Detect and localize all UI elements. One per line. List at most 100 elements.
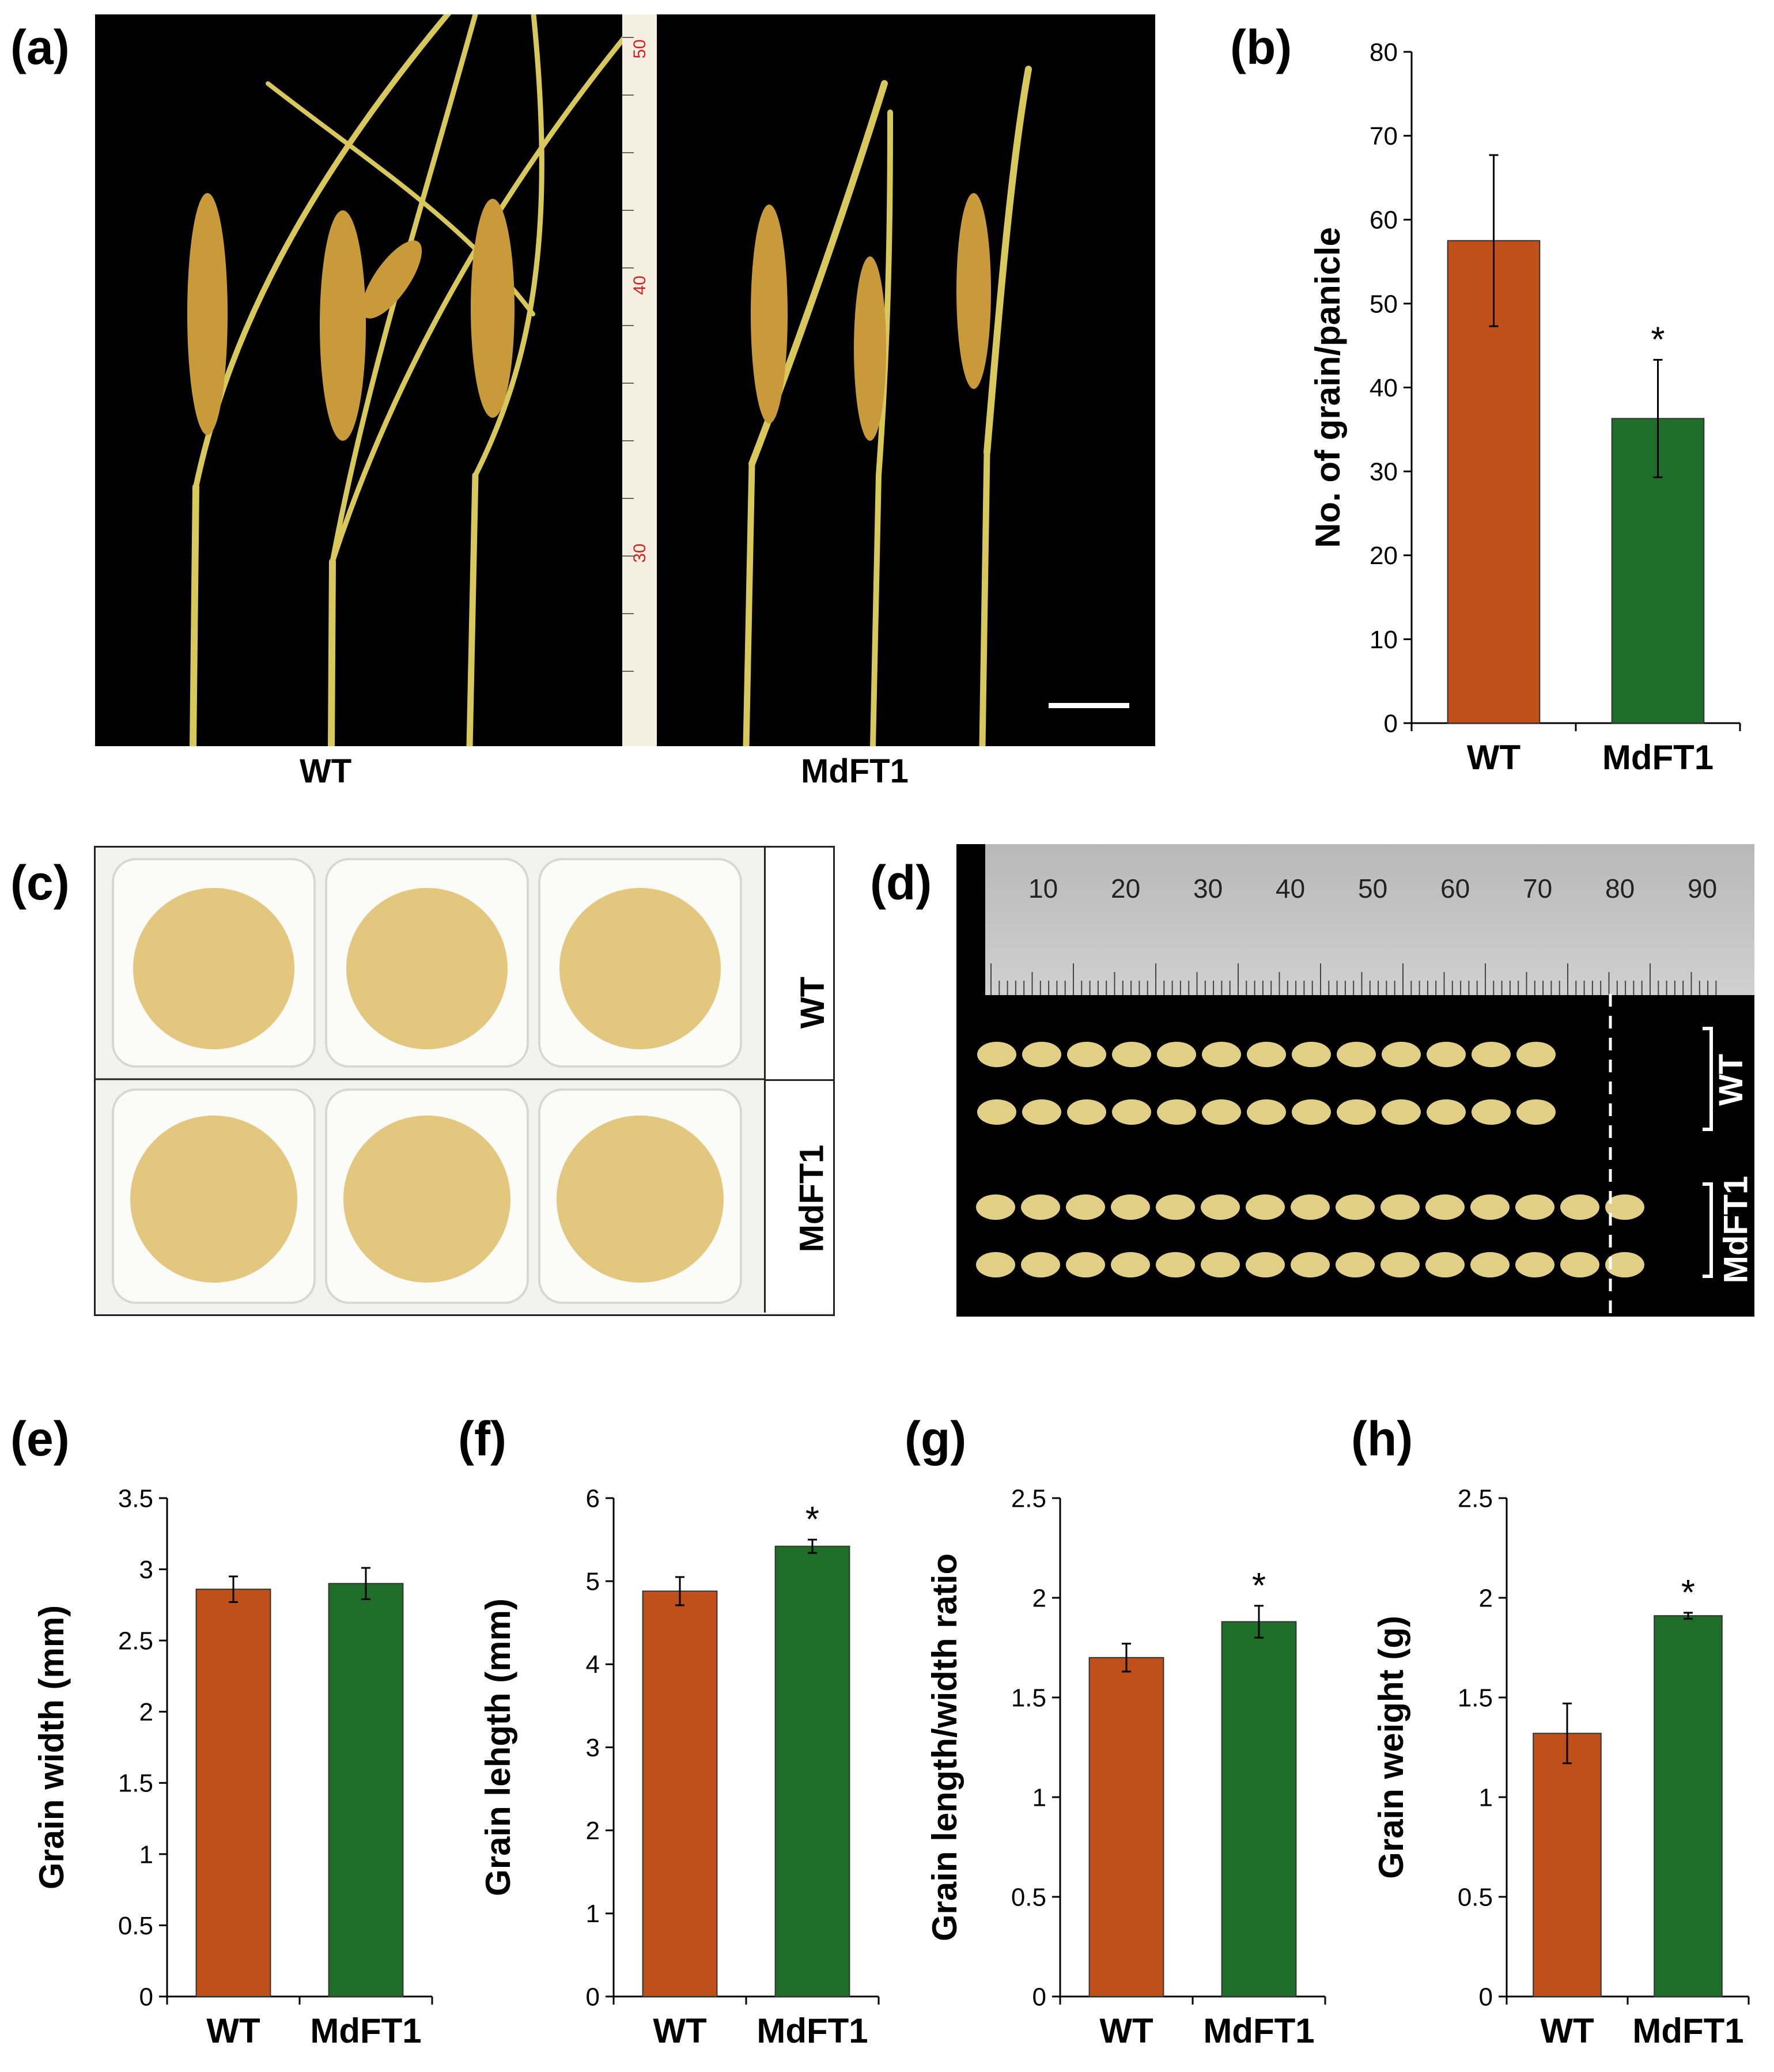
ruler-mark-40: 40 [630, 275, 649, 294]
grain [977, 1099, 1016, 1125]
y-axis-label: No. of grain/panicle [1308, 227, 1347, 548]
ruler-number: 70 [1523, 874, 1553, 903]
grain [1560, 1252, 1599, 1277]
bar-mdft1 [328, 1583, 404, 1998]
grain-dish-photo: WT MdFT1 [94, 846, 835, 1316]
grain [1515, 1252, 1554, 1277]
grain [1472, 1099, 1511, 1125]
grain [1425, 1194, 1465, 1220]
ruler-number: 60 [1440, 874, 1470, 903]
bar-wt [1088, 1657, 1164, 1997]
x-tick-label: WT [1099, 2011, 1153, 2050]
grain [1516, 1099, 1556, 1125]
y-tick-label: 0 [586, 1983, 600, 2011]
y-tick-label: 2 [139, 1698, 153, 1726]
y-axis-label: Grain width (mm) [32, 1605, 71, 1889]
scale-bar [1049, 703, 1129, 708]
grain [1380, 1252, 1420, 1277]
y-tick-label: 0.5 [1011, 1883, 1046, 1911]
y-tick-label: 1 [1479, 1783, 1493, 1812]
y-tick-label: 0 [1032, 1983, 1046, 2011]
grain [1156, 1252, 1195, 1277]
grain [1292, 1099, 1331, 1125]
grain [1247, 1042, 1286, 1067]
group-label-mdft1: MdFT1 [801, 753, 909, 790]
grain [1560, 1194, 1599, 1220]
chart-h: 0 0.5 1 1.5 2 2.5 Grain weight (g) WT * MdFT1 [1372, 1484, 1750, 2050]
panel-label-d: (d) [870, 856, 932, 910]
x-tick-label: MdFT1 [1203, 2011, 1314, 2050]
y-tick-label: 40 [1370, 374, 1398, 402]
y-tick-label: 2.5 [118, 1627, 153, 1655]
y-tick-label: 0 [139, 1983, 153, 2011]
panel-label-h: (h) [1351, 1412, 1413, 1466]
x-tick-label: MdFT1 [1632, 2011, 1743, 2050]
ruler-number: 10 [1028, 874, 1058, 903]
significance-mark: * [1252, 1566, 1266, 1606]
panel-label-a: (a) [10, 20, 70, 74]
panel-label-e: (e) [10, 1412, 70, 1466]
ruler-number: 50 [1358, 874, 1388, 903]
grain [1470, 1252, 1510, 1277]
grain [1156, 1194, 1195, 1220]
grain [1382, 1099, 1421, 1125]
grain [1202, 1042, 1241, 1067]
significance-mark: * [1651, 320, 1665, 360]
y-tick-label: 2.5 [1458, 1484, 1493, 1513]
x-tick-label: WT [1467, 738, 1520, 777]
y-tick-label: 60 [1370, 206, 1398, 235]
y-tick-label: 5 [586, 1568, 600, 1596]
y-tick-label: 70 [1370, 122, 1398, 150]
grain [1112, 1042, 1151, 1067]
grain [1427, 1099, 1466, 1125]
chart-g: 0 0.5 1 1.5 2 2.5 Grain length/width ratio WT * M… [925, 1484, 1326, 2050]
y-tick-label: 2 [1032, 1584, 1046, 1612]
row-label-wt-d: WT [1712, 1053, 1750, 1106]
grain [1202, 1099, 1241, 1125]
panel-label-b: (b) [1230, 20, 1292, 74]
y-tick-label: 2 [586, 1817, 600, 1845]
y-tick-label: 4 [586, 1651, 600, 1679]
grain [1111, 1194, 1150, 1220]
x-tick-label: MdFT1 [1602, 738, 1714, 777]
y-tick-label: 80 [1370, 38, 1398, 66]
row-label-wt: WT [794, 976, 832, 1029]
bar-wt [1533, 1733, 1602, 1997]
y-tick-label: 10 [1370, 626, 1398, 654]
y-tick-label: 0 [1479, 1983, 1493, 2011]
grain [1067, 1099, 1106, 1125]
y-axis-label: Grain length/width ratio [925, 1553, 964, 1941]
grain [1246, 1252, 1285, 1277]
panel-label-g: (g) [905, 1412, 967, 1466]
x-tick-label: WT [206, 2011, 260, 2050]
y-tick-label: 30 [1370, 458, 1398, 486]
panicle-photo: 50 40 30 [95, 14, 1155, 746]
grain [1292, 1042, 1331, 1067]
grain [1022, 1099, 1061, 1125]
bar-wt [642, 1590, 718, 1997]
grain-ruler-photo: 10 20 30 40 50 60 70 80 90 WT MdFT1 [956, 844, 1754, 1317]
bar-mdft1 [1654, 1615, 1723, 1997]
y-tick-label: 6 [586, 1484, 600, 1513]
x-tick-label: WT [1540, 2011, 1594, 2050]
ruler-mark-30: 30 [630, 543, 649, 562]
grain [1336, 1194, 1375, 1220]
y-tick-label: 2 [1479, 1584, 1493, 1612]
y-tick-label: 1 [586, 1900, 600, 1928]
grain [1427, 1042, 1466, 1067]
y-tick-label: 1 [139, 1840, 153, 1869]
grain [976, 1194, 1015, 1220]
row-label-mdft1-d: MdFT1 [1717, 1175, 1754, 1284]
significance-mark: * [1681, 1573, 1695, 1613]
y-tick-label: 1.5 [1458, 1684, 1493, 1712]
significance-mark: * [805, 1500, 819, 1540]
y-tick-label: 3 [586, 1734, 600, 1762]
grain [1246, 1194, 1285, 1220]
row-label-mdft1: MdFT1 [793, 1144, 831, 1253]
grain [1472, 1042, 1511, 1067]
grain [1336, 1252, 1375, 1277]
grain [1201, 1252, 1240, 1277]
grain [1022, 1042, 1061, 1067]
chart-b: 0 10 20 30 40 50 60 70 80 No. of grain/panicle WT *… [1308, 38, 1741, 777]
panel-label-c: (c) [10, 856, 70, 910]
